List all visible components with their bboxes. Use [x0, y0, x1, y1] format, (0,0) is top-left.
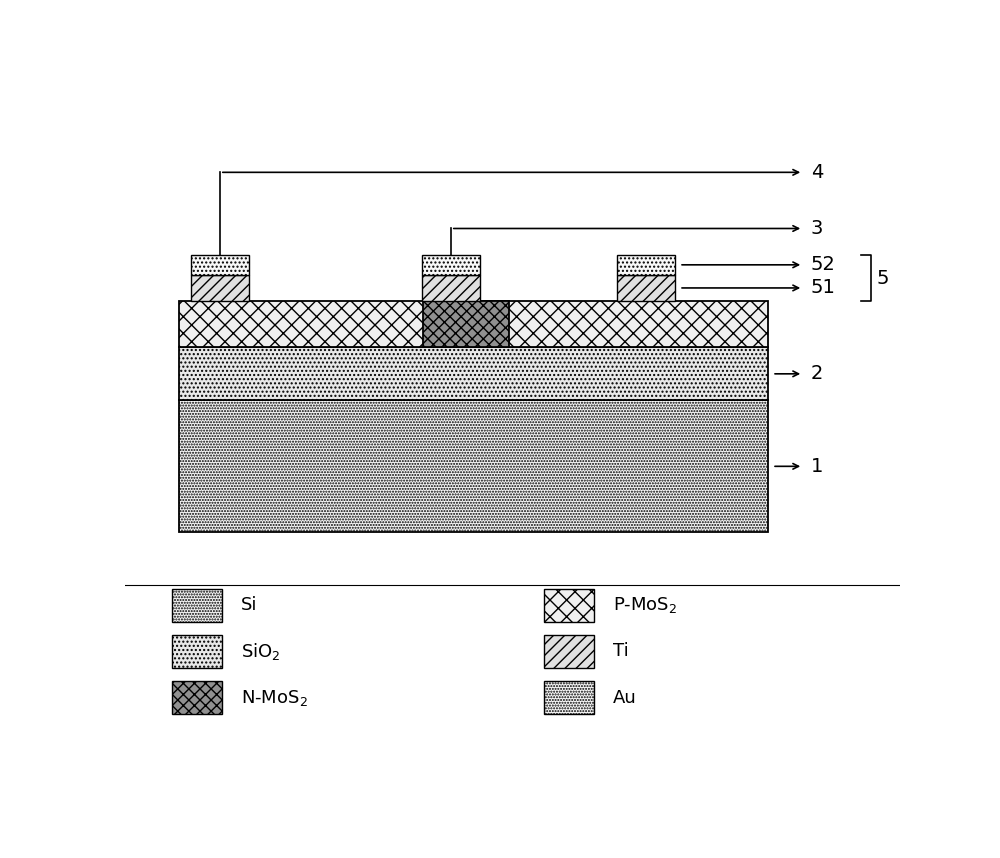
- Text: 1: 1: [811, 456, 823, 476]
- Polygon shape: [544, 635, 594, 668]
- Polygon shape: [544, 681, 594, 714]
- Text: 2: 2: [811, 365, 823, 384]
- Text: Au: Au: [613, 689, 637, 706]
- Text: 51: 51: [811, 279, 836, 298]
- Polygon shape: [617, 275, 675, 301]
- Text: 3: 3: [811, 219, 823, 238]
- Text: N-MoS$_2$: N-MoS$_2$: [241, 687, 308, 708]
- Text: P-MoS$_2$: P-MoS$_2$: [613, 595, 677, 615]
- Text: 52: 52: [811, 256, 836, 275]
- Polygon shape: [179, 347, 768, 400]
- Polygon shape: [617, 255, 675, 275]
- Polygon shape: [191, 275, 249, 301]
- Text: SiO$_2$: SiO$_2$: [241, 641, 281, 662]
- Polygon shape: [179, 400, 768, 532]
- Polygon shape: [172, 635, 222, 668]
- Polygon shape: [423, 301, 509, 347]
- Polygon shape: [544, 589, 594, 621]
- Text: Si: Si: [241, 596, 258, 614]
- Text: 4: 4: [811, 163, 823, 182]
- Polygon shape: [422, 255, 480, 275]
- Polygon shape: [191, 255, 249, 275]
- Text: 5: 5: [877, 269, 889, 287]
- Polygon shape: [179, 301, 768, 347]
- Text: Ti: Ti: [613, 643, 629, 661]
- Polygon shape: [422, 275, 480, 301]
- Polygon shape: [172, 681, 222, 714]
- Polygon shape: [172, 589, 222, 621]
